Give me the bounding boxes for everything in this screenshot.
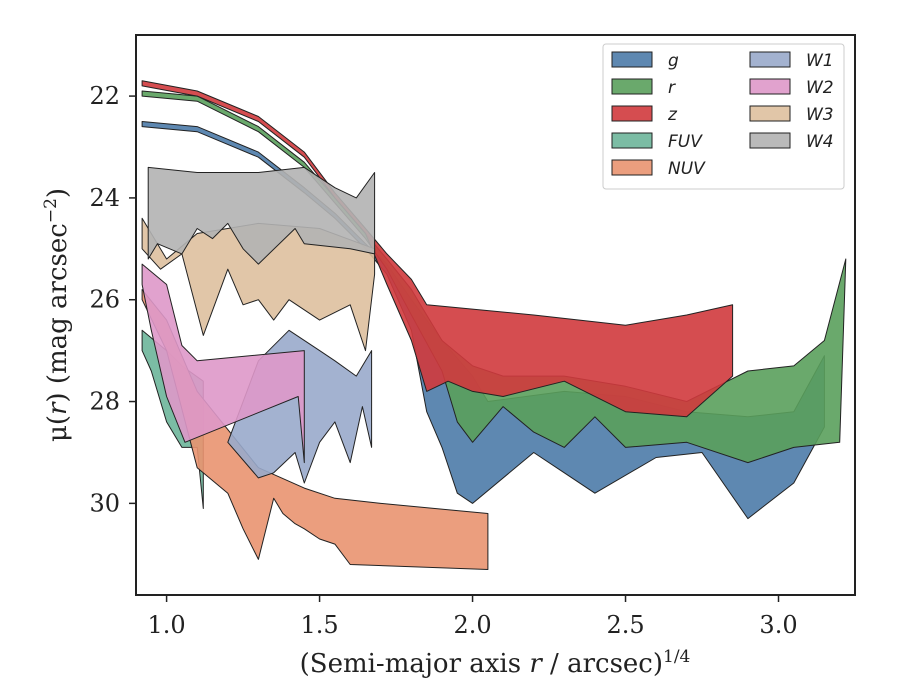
- legend-label-w1: W1: [806, 51, 834, 71]
- y-axis-label: μ(r) (mag arcsec−2): [41, 188, 73, 442]
- plot-frame: [135, 34, 856, 596]
- legend-label-nuv: NUV: [668, 159, 706, 179]
- series-area-w2: [141, 263, 305, 464]
- x-tick-label: 1.0: [148, 611, 186, 639]
- legend-label-fuv: FUV: [668, 132, 703, 152]
- x-tick-label: 1.5: [300, 611, 338, 639]
- legend-swatch-w3: [749, 105, 791, 122]
- series-areas: [141, 80, 847, 570]
- legend-label-w4: W4: [806, 132, 834, 152]
- x-axis-ticks: 1.0 1.5 2.0 2.5 3.0: [148, 595, 798, 639]
- x-tick-label: 3.0: [759, 611, 797, 639]
- x-axis-label: (Semi-major axis r / arcsec)1/4: [300, 647, 691, 679]
- y-tick-label: 24: [89, 184, 120, 212]
- y-axis-ticks: 22 24 26 28 30: [89, 82, 136, 517]
- legend-swatch-w1: [749, 51, 791, 68]
- legend-swatch-g: [611, 51, 653, 68]
- legend: grz FUV NUV W1 W2 W3 W4: [602, 43, 845, 190]
- y-tick-label: 26: [89, 286, 120, 314]
- x-tick-label: 2.0: [453, 611, 491, 639]
- legend-swatch-w2: [749, 78, 791, 95]
- legend-swatch-w4: [749, 132, 791, 149]
- legend-swatch-r: [611, 78, 653, 95]
- legend-label-w2: W2: [806, 78, 834, 98]
- legend-label-z: z: [667, 105, 678, 125]
- legend-swatch-nuv: [611, 159, 653, 176]
- y-tick-label: 28: [89, 388, 120, 416]
- x-tick-label: 2.5: [606, 611, 644, 639]
- legend-swatch-z: [611, 105, 653, 122]
- legend-swatch-fuv: [611, 132, 653, 149]
- y-tick-label: 30: [89, 489, 120, 517]
- legend-label-r: r: [668, 78, 676, 98]
- legend-label-g: g: [668, 51, 679, 71]
- legend-label-w3: W3: [806, 105, 834, 125]
- y-tick-label: 22: [89, 82, 120, 110]
- series-area-w4: [147, 166, 376, 265]
